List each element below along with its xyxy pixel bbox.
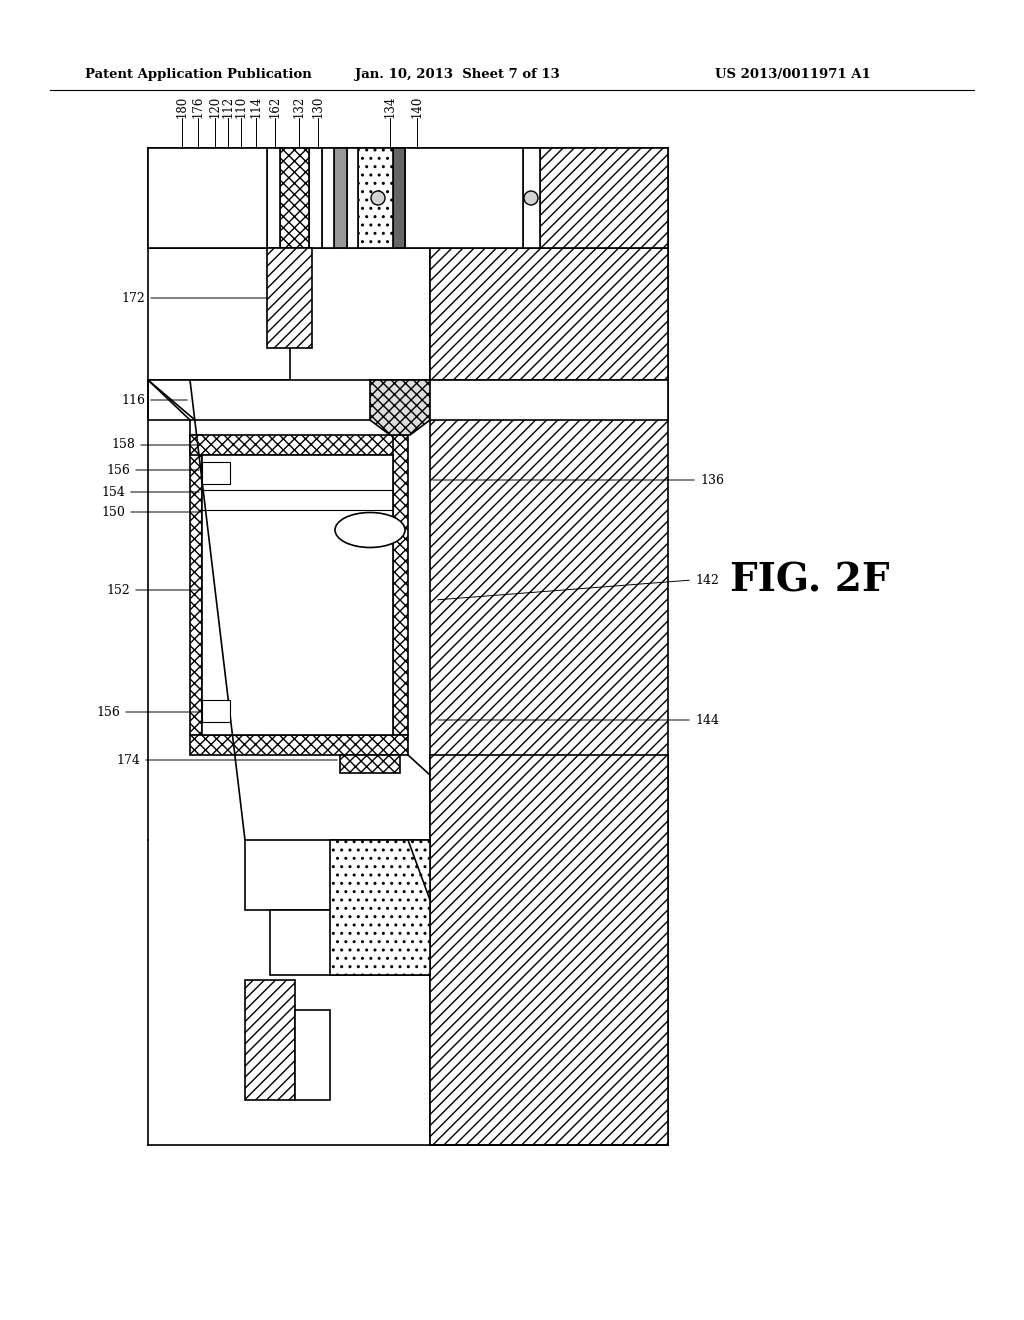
Text: Patent Application Publication: Patent Application Publication <box>85 69 311 81</box>
Bar <box>406 148 523 248</box>
Text: 136: 136 <box>700 474 724 487</box>
Bar <box>295 1010 330 1100</box>
Bar <box>309 148 322 248</box>
Text: 120: 120 <box>209 96 221 117</box>
Text: 110: 110 <box>234 96 248 117</box>
Bar <box>202 462 230 484</box>
Circle shape <box>371 191 385 205</box>
Text: 154: 154 <box>101 486 125 499</box>
Bar <box>334 148 347 248</box>
Text: Jan. 10, 2013  Sheet 7 of 13: Jan. 10, 2013 Sheet 7 of 13 <box>355 69 560 81</box>
Circle shape <box>524 191 538 205</box>
Text: 142: 142 <box>695 573 719 586</box>
Bar <box>322 148 334 248</box>
Bar <box>347 148 358 248</box>
Bar <box>330 840 430 975</box>
Bar <box>430 755 668 1144</box>
Bar <box>523 148 540 248</box>
Text: 162: 162 <box>268 96 282 117</box>
Polygon shape <box>370 380 430 436</box>
Bar <box>148 380 668 420</box>
Bar <box>393 148 406 248</box>
Bar <box>202 700 230 722</box>
Text: 152: 152 <box>106 583 130 597</box>
Bar <box>245 979 295 1100</box>
Ellipse shape <box>335 512 406 548</box>
Bar <box>280 148 309 248</box>
Text: 132: 132 <box>293 96 305 117</box>
Bar <box>190 436 202 735</box>
Text: 140: 140 <box>411 95 424 117</box>
Text: 180: 180 <box>175 96 188 117</box>
Bar <box>148 248 290 380</box>
Text: 112: 112 <box>221 96 234 117</box>
Bar <box>202 455 393 735</box>
Text: 158: 158 <box>112 438 135 451</box>
Text: 156: 156 <box>96 705 120 718</box>
Text: 156: 156 <box>106 463 130 477</box>
Text: 130: 130 <box>311 95 325 117</box>
Bar <box>358 148 393 248</box>
Text: 150: 150 <box>101 506 125 519</box>
Bar <box>148 148 267 248</box>
Text: US 2013/0011971 A1: US 2013/0011971 A1 <box>715 69 870 81</box>
Text: FIG. 2F: FIG. 2F <box>730 561 890 599</box>
Bar <box>267 248 312 348</box>
Text: 174: 174 <box>116 754 140 767</box>
Bar <box>430 201 668 1144</box>
Bar <box>190 735 408 755</box>
Text: 144: 144 <box>695 714 719 726</box>
Bar <box>190 436 406 455</box>
Bar <box>430 248 668 380</box>
Text: 114: 114 <box>250 96 262 117</box>
Text: 116: 116 <box>121 393 145 407</box>
Bar <box>270 909 430 975</box>
Bar <box>245 840 430 909</box>
Text: 176: 176 <box>191 95 205 117</box>
Bar <box>340 755 400 774</box>
Text: 134: 134 <box>384 95 396 117</box>
Bar <box>393 436 408 735</box>
Text: 172: 172 <box>121 292 145 305</box>
Bar <box>267 148 280 248</box>
Bar <box>540 148 668 248</box>
